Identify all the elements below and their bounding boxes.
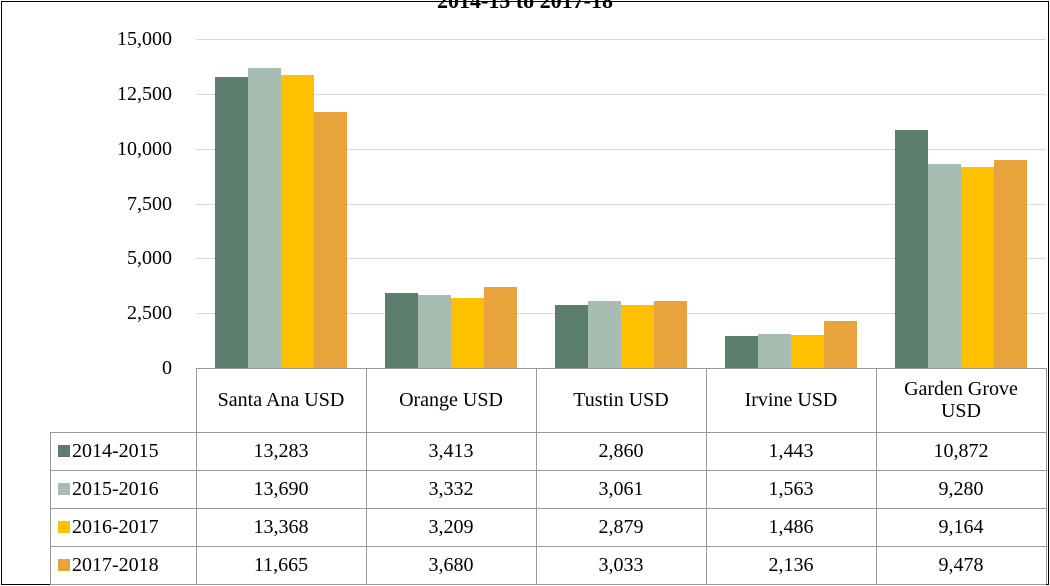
bar — [928, 164, 961, 368]
grid-line — [196, 39, 1046, 40]
bar — [961, 167, 994, 368]
table-value: 1,563 — [768, 478, 814, 500]
table-row-line — [50, 432, 1046, 433]
table-value: 3,209 — [428, 516, 474, 538]
table-value: 9,164 — [938, 516, 984, 538]
bar — [824, 321, 857, 368]
table-value: 1,443 — [768, 440, 814, 462]
bar — [758, 333, 791, 368]
table-value: 2,136 — [768, 554, 814, 576]
bar — [994, 160, 1027, 368]
table-col-line — [1046, 368, 1047, 584]
table-value: 13,690 — [253, 478, 309, 500]
table-col-line — [706, 368, 707, 584]
bar — [385, 293, 418, 368]
bar — [418, 294, 451, 368]
y-tick-label: 5,000 — [127, 247, 172, 270]
legend-swatch — [58, 559, 70, 571]
table-col-line — [536, 368, 537, 584]
legend-swatch — [58, 521, 70, 533]
legend-swatch — [58, 445, 70, 457]
y-tick-label: 2,500 — [127, 302, 172, 325]
y-tick-label: 12,500 — [117, 82, 172, 105]
x-tick-label: Orange USD — [399, 389, 503, 411]
grid-line — [196, 258, 1046, 260]
y-tick-label: 10,000 — [117, 137, 172, 160]
bar — [725, 336, 758, 368]
legend-label: 2014-2015 — [72, 440, 159, 462]
table-value: 9,280 — [938, 478, 984, 500]
bar — [621, 304, 654, 368]
table-value: 3,332 — [428, 478, 474, 500]
bar — [215, 76, 248, 368]
table-value: 13,283 — [253, 440, 309, 462]
table-col-line — [50, 432, 51, 584]
chart-title: 2014-15 to 2017-18 — [437, 0, 613, 13]
grid-line — [196, 148, 1046, 150]
table-col-line — [366, 368, 367, 584]
table-value: 11,665 — [253, 554, 309, 576]
table-value: 3,680 — [428, 554, 474, 576]
legend-label: 2017-2018 — [72, 554, 159, 576]
bar — [588, 300, 621, 368]
y-tick-label: 15,000 — [117, 28, 172, 50]
bar — [281, 74, 314, 368]
table-value: 9,478 — [938, 554, 984, 576]
bar — [314, 112, 347, 368]
table-row-line — [50, 470, 1046, 471]
y-tick-label: 7,500 — [127, 192, 172, 215]
x-tick-label: Tustin USD — [573, 389, 669, 411]
table-value: 3,413 — [428, 440, 474, 462]
table-row-line — [50, 546, 1046, 547]
table-value: 2,879 — [598, 516, 644, 538]
y-tick-label: 0 — [162, 357, 172, 379]
legend-label: 2015-2016 — [72, 478, 159, 500]
bar — [555, 305, 588, 368]
table-col-line — [196, 368, 197, 584]
grid-line — [196, 203, 1046, 205]
table-value: 3,061 — [598, 478, 644, 500]
table-row-line — [50, 584, 1046, 585]
x-tick-label: Santa Ana USD — [217, 389, 345, 411]
table-value: 10,872 — [933, 440, 989, 462]
table-value: 1,486 — [768, 516, 814, 538]
grid-line — [196, 93, 1046, 95]
bar — [484, 287, 517, 368]
table-col-line — [876, 368, 877, 584]
legend-swatch — [58, 483, 70, 495]
table-value: 2,860 — [598, 440, 644, 462]
bar — [451, 297, 484, 368]
x-tick-label: Irvine USD — [744, 389, 838, 411]
table-value: 3,033 — [598, 554, 644, 576]
table-value: 13,368 — [253, 516, 309, 538]
bar — [248, 67, 281, 368]
x-tick-label: Garden Grove USD — [904, 378, 1018, 422]
bar — [791, 335, 824, 368]
grid-line — [196, 368, 1046, 369]
legend-label: 2016-2017 — [72, 516, 159, 538]
bar — [895, 129, 928, 368]
table-row-line — [50, 508, 1046, 509]
bar — [654, 301, 687, 368]
